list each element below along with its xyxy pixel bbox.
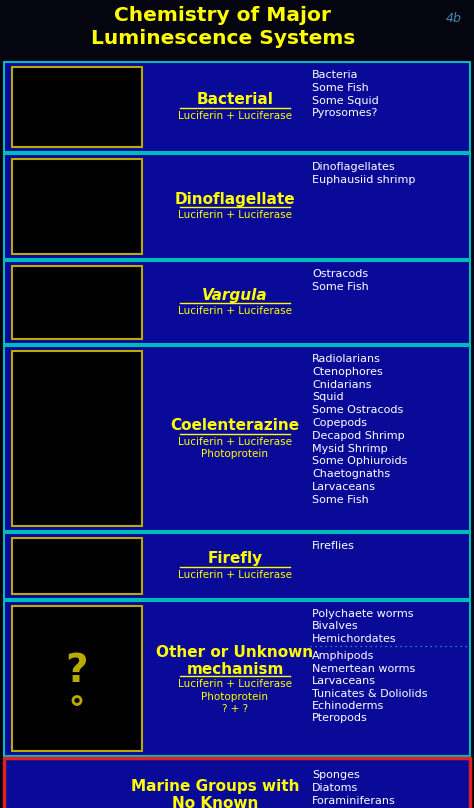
Text: Luciferin + Luciferase: Luciferin + Luciferase	[178, 210, 292, 220]
Text: Luciferin + Luciferase
Photoprotein: Luciferin + Luciferase Photoprotein	[178, 437, 292, 459]
Text: Firefly: Firefly	[208, 551, 263, 566]
Text: Ostracods
Some Fish: Ostracods Some Fish	[312, 269, 369, 292]
Text: Sponges
Diatoms
Foraminiferans
Hetereopods
Mammals: Sponges Diatoms Foraminiferans Hetereopo…	[312, 770, 396, 808]
Bar	[4, 62, 470, 152]
Text: Dinoflagellate: Dinoflagellate	[175, 191, 295, 207]
Text: Vargula: Vargula	[202, 288, 268, 303]
Text: Marine Groups with
No Known
Luminous Members: Marine Groups with No Known Luminous Mem…	[131, 778, 299, 808]
Text: ?: ?	[66, 651, 88, 689]
Text: Other or Unknown
mechanism: Other or Unknown mechanism	[156, 645, 314, 677]
Text: Coelenterazine: Coelenterazine	[171, 419, 300, 434]
Text: Amphipods
Nemertean worms
Larvaceans
Tunicates & Doliolids
Echinoderms
Pteropods: Amphipods Nemertean worms Larvaceans Tun…	[312, 651, 428, 723]
Text: Fireflies: Fireflies	[312, 541, 355, 551]
Bar	[4, 154, 470, 259]
Bar	[12, 351, 142, 526]
Text: Chemistry of Major
Luminescence Systems: Chemistry of Major Luminescence Systems	[91, 6, 355, 48]
Text: Luciferin + Luciferase
Photoprotein
? + ?: Luciferin + Luciferase Photoprotein ? + …	[178, 680, 292, 714]
Bar	[12, 606, 142, 751]
Text: Bacteria
Some Fish
Some Squid
Pyrosomes?: Bacteria Some Fish Some Squid Pyrosomes?	[312, 70, 379, 119]
Text: Radiolarians
Ctenophores
Cnidarians
Squid
Some Ostracods
Copepods
Decapod Shrimp: Radiolarians Ctenophores Cnidarians Squi…	[312, 354, 407, 505]
Text: 4b: 4b	[446, 11, 462, 24]
Bar	[4, 346, 470, 531]
Bar	[12, 538, 142, 594]
Bar	[12, 67, 142, 147]
Bar	[4, 758, 470, 808]
Text: Luciferin + Luciferase: Luciferin + Luciferase	[178, 306, 292, 316]
Text: Luciferin + Luciferase: Luciferin + Luciferase	[178, 111, 292, 120]
Bar	[12, 159, 142, 254]
Text: Bacterial: Bacterial	[197, 92, 273, 107]
Text: Polychaete worms
Bivalves
Hemichordates: Polychaete worms Bivalves Hemichordates	[312, 609, 413, 644]
Bar	[4, 601, 470, 756]
Bar	[12, 266, 142, 339]
Bar	[4, 261, 470, 344]
Text: Luciferin + Luciferase: Luciferin + Luciferase	[178, 570, 292, 579]
Bar	[4, 533, 470, 599]
Text: Dinoflagellates
Euphausiid shrimp: Dinoflagellates Euphausiid shrimp	[312, 162, 415, 185]
